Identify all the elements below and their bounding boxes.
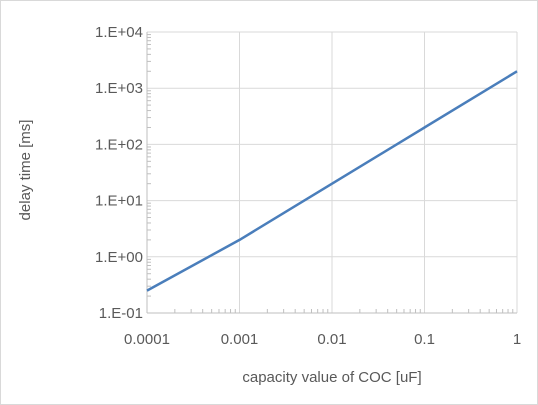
x-tick-label: 1 — [513, 331, 521, 348]
y-tick-label: 1.E-01 — [99, 305, 143, 322]
y-tick-label: 1.E+03 — [95, 80, 143, 97]
x-tick-label: 0.01 — [317, 331, 346, 348]
x-tick-label: 0.001 — [221, 331, 259, 348]
x-axis-title: capacity value of COC [uF] — [242, 369, 421, 386]
series-layer — [146, 70, 518, 292]
y-axis-title: delay time [ms] — [17, 120, 34, 221]
axes — [146, 32, 517, 314]
y-tick-label: 1.E+02 — [95, 136, 143, 153]
y-tick-label: 1.E+04 — [95, 24, 143, 41]
tick-labels: 1.E-01 1.E+00 1.E+01 1.E+02 1.E+03 1.E+04 0.00… — [95, 24, 521, 348]
y-tick-label: 1.E+01 — [95, 193, 143, 210]
series-line — [146, 70, 518, 292]
x-tick-label: 0.1 — [414, 331, 435, 348]
y-tick-label: 1.E+00 — [95, 249, 143, 266]
x-tick-label: 0.0001 — [124, 331, 170, 348]
gridlines — [146, 31, 518, 314]
